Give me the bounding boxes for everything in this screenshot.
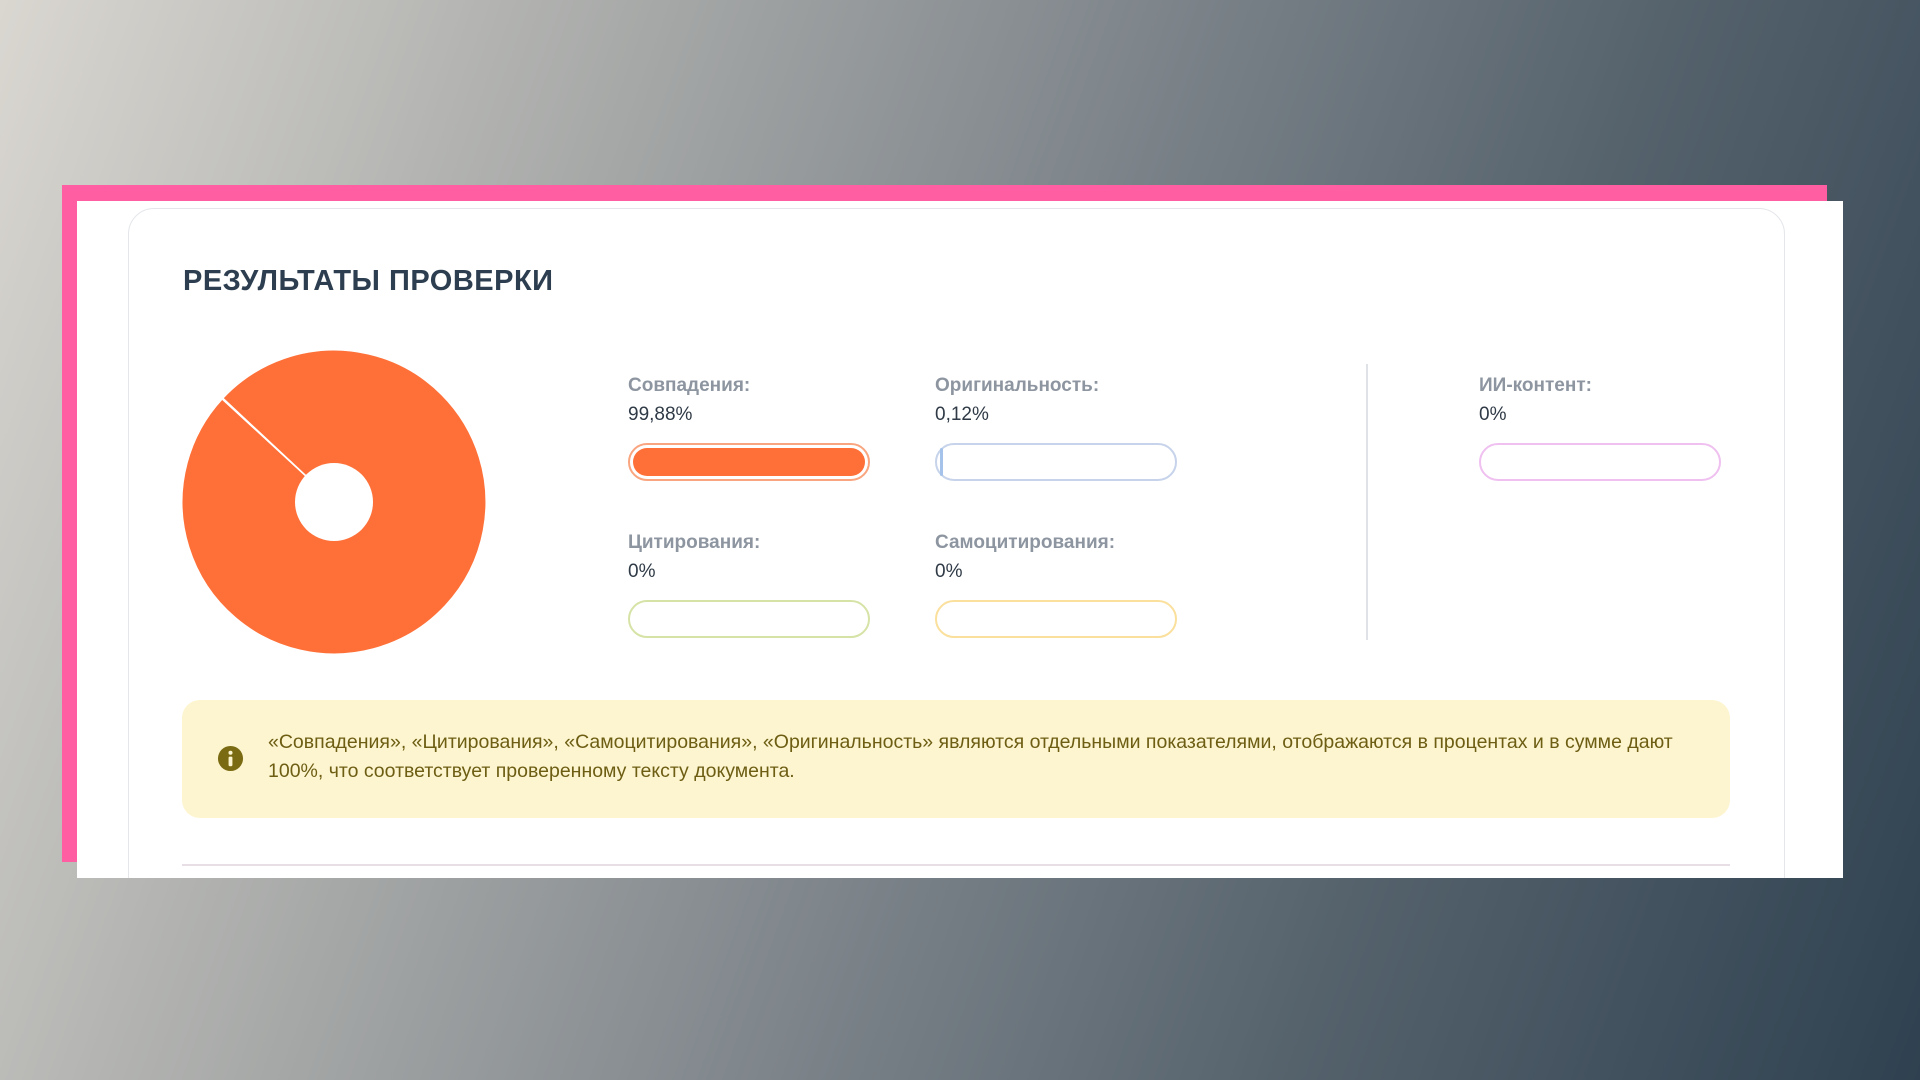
matches-progress-fill	[633, 448, 865, 476]
vertical-divider	[1366, 364, 1368, 640]
matches-label: Совпадения:	[628, 375, 751, 396]
pie-hole	[295, 463, 373, 541]
notice-text: «Совпадения», «Цитирования», «Самоцитиро…	[268, 731, 1673, 782]
screenshot-sheet: РЕЗУЛЬТАТЫ ПРОВЕРКИ Совпадения: 99,88% О…	[77, 201, 1843, 878]
metric-ai-content: ИИ-контент: 0%	[1479, 374, 1724, 481]
originality-progress-fill	[940, 448, 944, 476]
self-citations-value: 0%	[935, 561, 963, 582]
citations-label: Цитирования:	[628, 532, 761, 553]
section-divider	[182, 864, 1730, 866]
originality-value: 0,12%	[935, 404, 989, 425]
metric-citations: Цитирования: 0%	[628, 531, 873, 638]
citations-value: 0%	[628, 561, 656, 582]
ai-content-value: 0%	[1479, 404, 1507, 425]
page-title: РЕЗУЛЬТАТЫ ПРОВЕРКИ	[183, 265, 554, 297]
matches-progress-bar	[628, 443, 870, 481]
citations-progress-bar	[628, 600, 870, 638]
metric-self-citations: Самоцитирования: 0%	[935, 531, 1180, 638]
metric-originality: Оригинальность: 0,12%	[935, 374, 1180, 481]
ai-content-progress-bar	[1479, 443, 1721, 481]
ai-content-label: ИИ-контент:	[1479, 375, 1592, 396]
self-citations-progress-bar	[935, 600, 1177, 638]
metric-matches: Совпадения: 99,88%	[628, 374, 873, 481]
info-icon	[217, 745, 244, 772]
matches-value: 99,88%	[628, 404, 693, 425]
self-citations-label: Самоцитирования:	[935, 532, 1116, 553]
originality-label: Оригинальность:	[935, 375, 1100, 396]
info-notice: «Совпадения», «Цитирования», «Самоцитиро…	[182, 700, 1730, 818]
originality-progress-bar	[935, 443, 1177, 481]
results-card: РЕЗУЛЬТАТЫ ПРОВЕРКИ Совпадения: 99,88% О…	[128, 208, 1785, 878]
results-pie-chart	[181, 349, 487, 655]
